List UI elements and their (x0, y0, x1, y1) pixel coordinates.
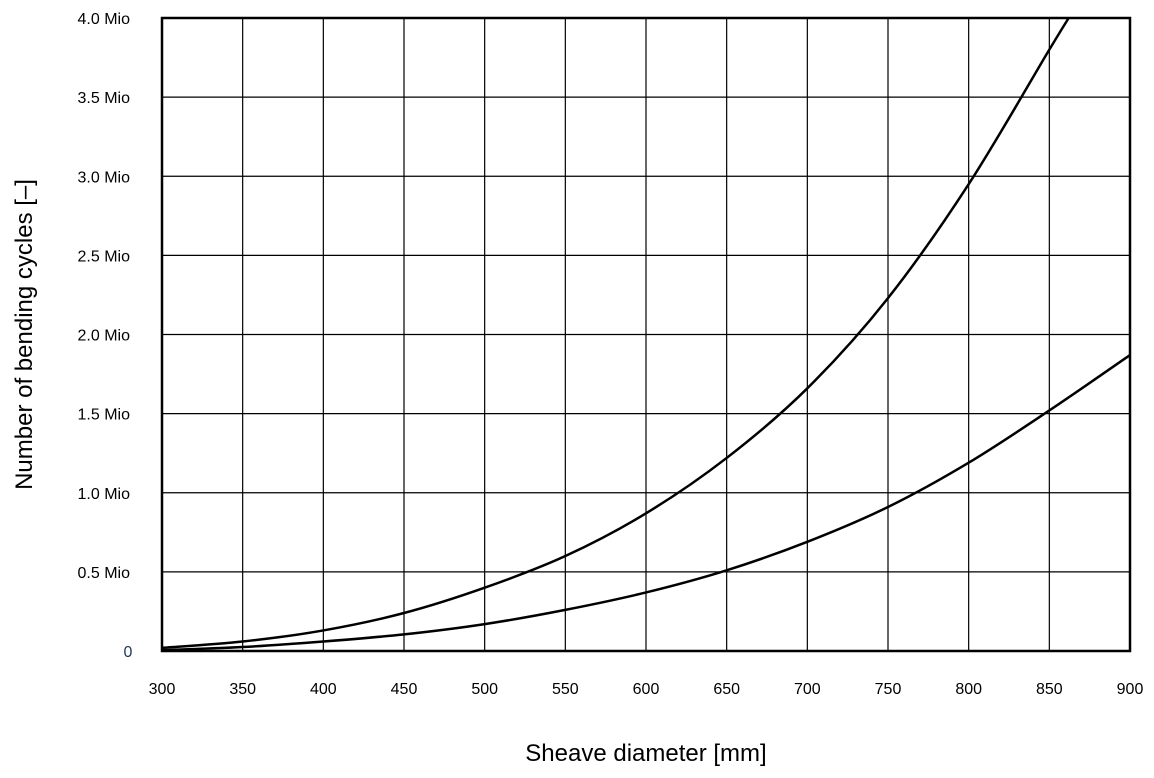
x-tick-label: 500 (471, 681, 498, 698)
x-axis-tick-labels: 300 350 400 450 500 550 600 650 700 750 800 850 900 (149, 681, 1144, 698)
series-line-1 (161, 17, 1070, 650)
y-tick-label: 0.5 Mio (78, 565, 131, 582)
x-tick-label: 700 (794, 681, 821, 698)
series-layer (161, 17, 1131, 652)
y-tick-label: 1.0 Mio (78, 486, 131, 503)
y-axis-title: Number of bending cycles [–] (11, 179, 38, 490)
x-tick-label: 750 (875, 681, 902, 698)
x-tick-label: 450 (391, 681, 418, 698)
x-axis-title: Sheave diameter [mm] (525, 740, 766, 767)
x-tick-label: 900 (1117, 681, 1144, 698)
x-tick-label: 850 (1036, 681, 1063, 698)
x-tick-label: 350 (229, 681, 256, 698)
y-tick-label: 2.5 Mio (78, 248, 131, 265)
y-tick-label: 2.0 Mio (78, 328, 131, 345)
y-tick-label: 1.5 Mio (78, 407, 131, 424)
x-tick-label: 800 (955, 681, 982, 698)
plot-frame (160, 16, 1132, 653)
y-tick-label: 4.0 Mio (78, 11, 131, 28)
x-tick-label: 550 (552, 681, 579, 698)
y-axis-tick-labels: 0 0.5 Mio 1.0 Mio 1.5 Mio 2.0 Mio 2.5 Mio 3.0 … (78, 11, 133, 661)
y-tick-label: 3.5 Mio (78, 90, 131, 107)
y-tick-label: 0 (124, 644, 133, 661)
x-tick-label: 600 (633, 681, 660, 698)
grid (161, 17, 1131, 652)
x-tick-label: 650 (713, 681, 740, 698)
series-line-2 (161, 354, 1131, 652)
x-tick-label: 300 (149, 681, 176, 698)
y-tick-label: 3.0 Mio (78, 169, 131, 186)
x-tick-label: 400 (310, 681, 337, 698)
